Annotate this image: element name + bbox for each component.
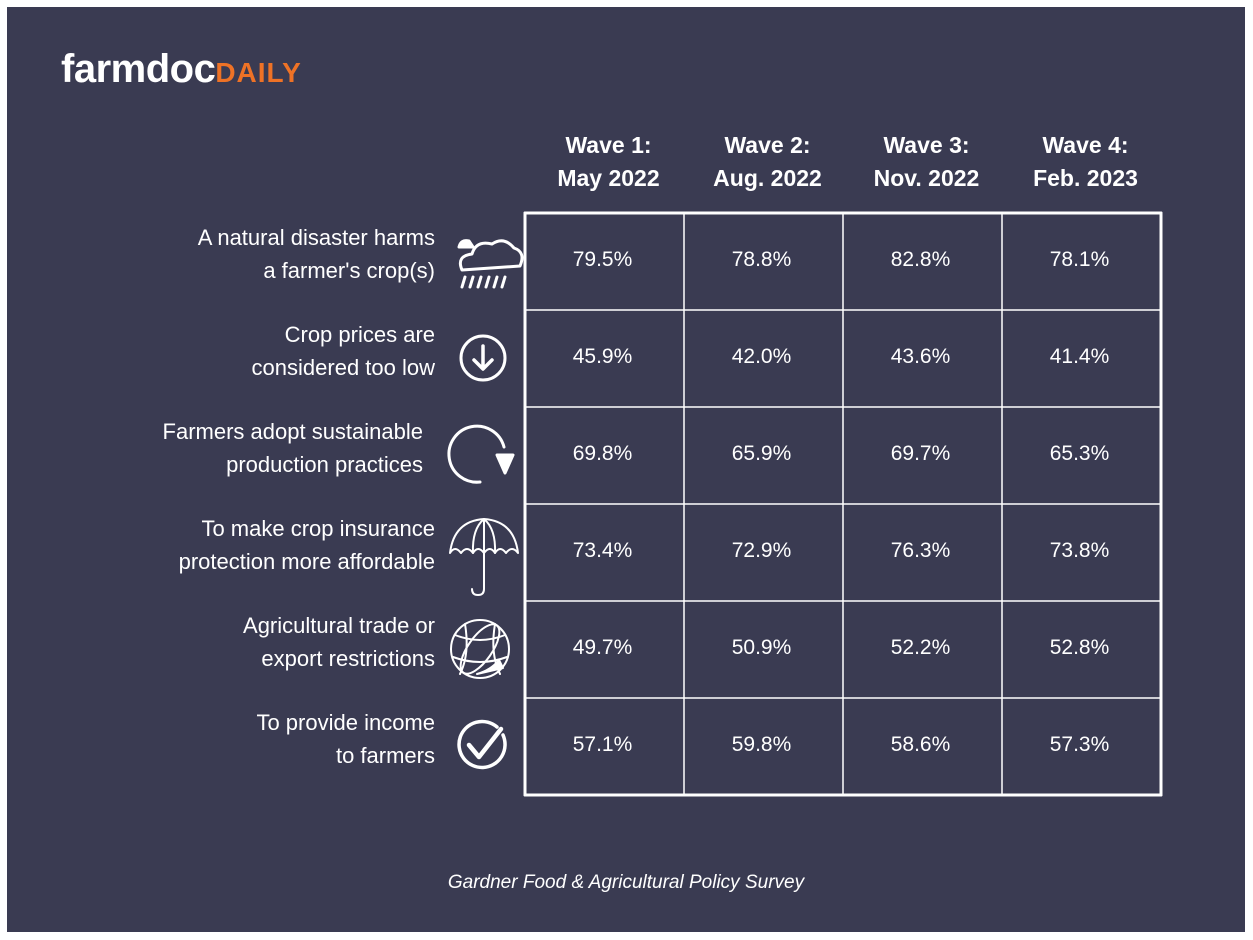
table-graphics xyxy=(447,211,1163,797)
cell-value: 79.5% xyxy=(572,247,633,271)
table-grid xyxy=(523,211,1163,797)
cell-value: 78.1% xyxy=(1049,247,1110,271)
icon-down-arrow xyxy=(459,334,507,382)
icon-check xyxy=(457,719,507,770)
column-header: Wave 4: xyxy=(1042,132,1129,158)
row-label: To make crop insurance xyxy=(201,515,435,541)
row-label: considered too low xyxy=(251,354,435,380)
cell-value: 50.9% xyxy=(731,635,792,659)
cell-value: 41.4% xyxy=(1049,344,1110,368)
row-label: A natural disaster harms xyxy=(197,224,435,250)
logo-main: farmdoc xyxy=(61,47,216,91)
row-label: protection more affordable xyxy=(178,548,435,574)
footer: Gardner Food & Agricultural Policy Surve… xyxy=(447,872,805,893)
cell-value: 69.7% xyxy=(890,441,951,465)
cell-value: 73.8% xyxy=(1049,538,1110,562)
cell-value: 69.8% xyxy=(572,441,633,465)
column-header: Nov. 2022 xyxy=(873,165,980,191)
cell-value: 52.8% xyxy=(1049,635,1110,659)
cell-value: 57.3% xyxy=(1049,732,1110,756)
row-label: export restrictions xyxy=(261,645,435,671)
row-label: production practices xyxy=(226,451,423,477)
cell-value: 43.6% xyxy=(890,344,951,368)
row-label: Agricultural trade or xyxy=(243,612,435,638)
cell-value: 65.9% xyxy=(731,441,792,465)
column-header: Wave 1: xyxy=(565,132,652,158)
cell-value: 49.7% xyxy=(572,635,633,659)
icon-rain-cloud xyxy=(457,239,524,289)
column-header: Wave 2: xyxy=(724,132,811,158)
cell-value: 65.3% xyxy=(1049,441,1110,465)
row-label: Farmers adopt sustainable xyxy=(162,418,423,444)
logo-accent: DAILY xyxy=(215,57,302,88)
cell-value: 42.0% xyxy=(731,344,792,368)
row-label: Crop prices are xyxy=(284,321,435,347)
cell-value: 76.3% xyxy=(890,538,951,562)
column-header: Aug. 2022 xyxy=(713,165,822,191)
cell-value: 78.8% xyxy=(731,247,792,271)
cell-value: 72.9% xyxy=(731,538,792,562)
icon-cycle-arrow xyxy=(447,424,515,484)
logo: farmdocDAILY xyxy=(61,47,302,92)
icon-globe xyxy=(450,619,510,679)
cell-value: 57.1% xyxy=(572,732,633,756)
cell-value: 45.9% xyxy=(572,344,633,368)
column-header: Feb. 2023 xyxy=(1033,165,1138,191)
cell-value: 58.6% xyxy=(890,732,951,756)
infographic: farmdocDAILY Gardner F xyxy=(7,7,1245,932)
cell-value: 59.8% xyxy=(731,732,792,756)
cell-value: 73.4% xyxy=(572,538,633,562)
column-header: May 2022 xyxy=(557,165,660,191)
cell-value: 52.2% xyxy=(890,635,951,659)
row-label: a farmer's crop(s) xyxy=(263,257,435,283)
row-label: to farmers xyxy=(335,742,435,768)
cell-value: 82.8% xyxy=(890,247,951,271)
row-label: To provide income xyxy=(256,709,435,735)
icon-umbrella xyxy=(449,518,519,596)
column-header: Wave 3: xyxy=(883,132,970,158)
